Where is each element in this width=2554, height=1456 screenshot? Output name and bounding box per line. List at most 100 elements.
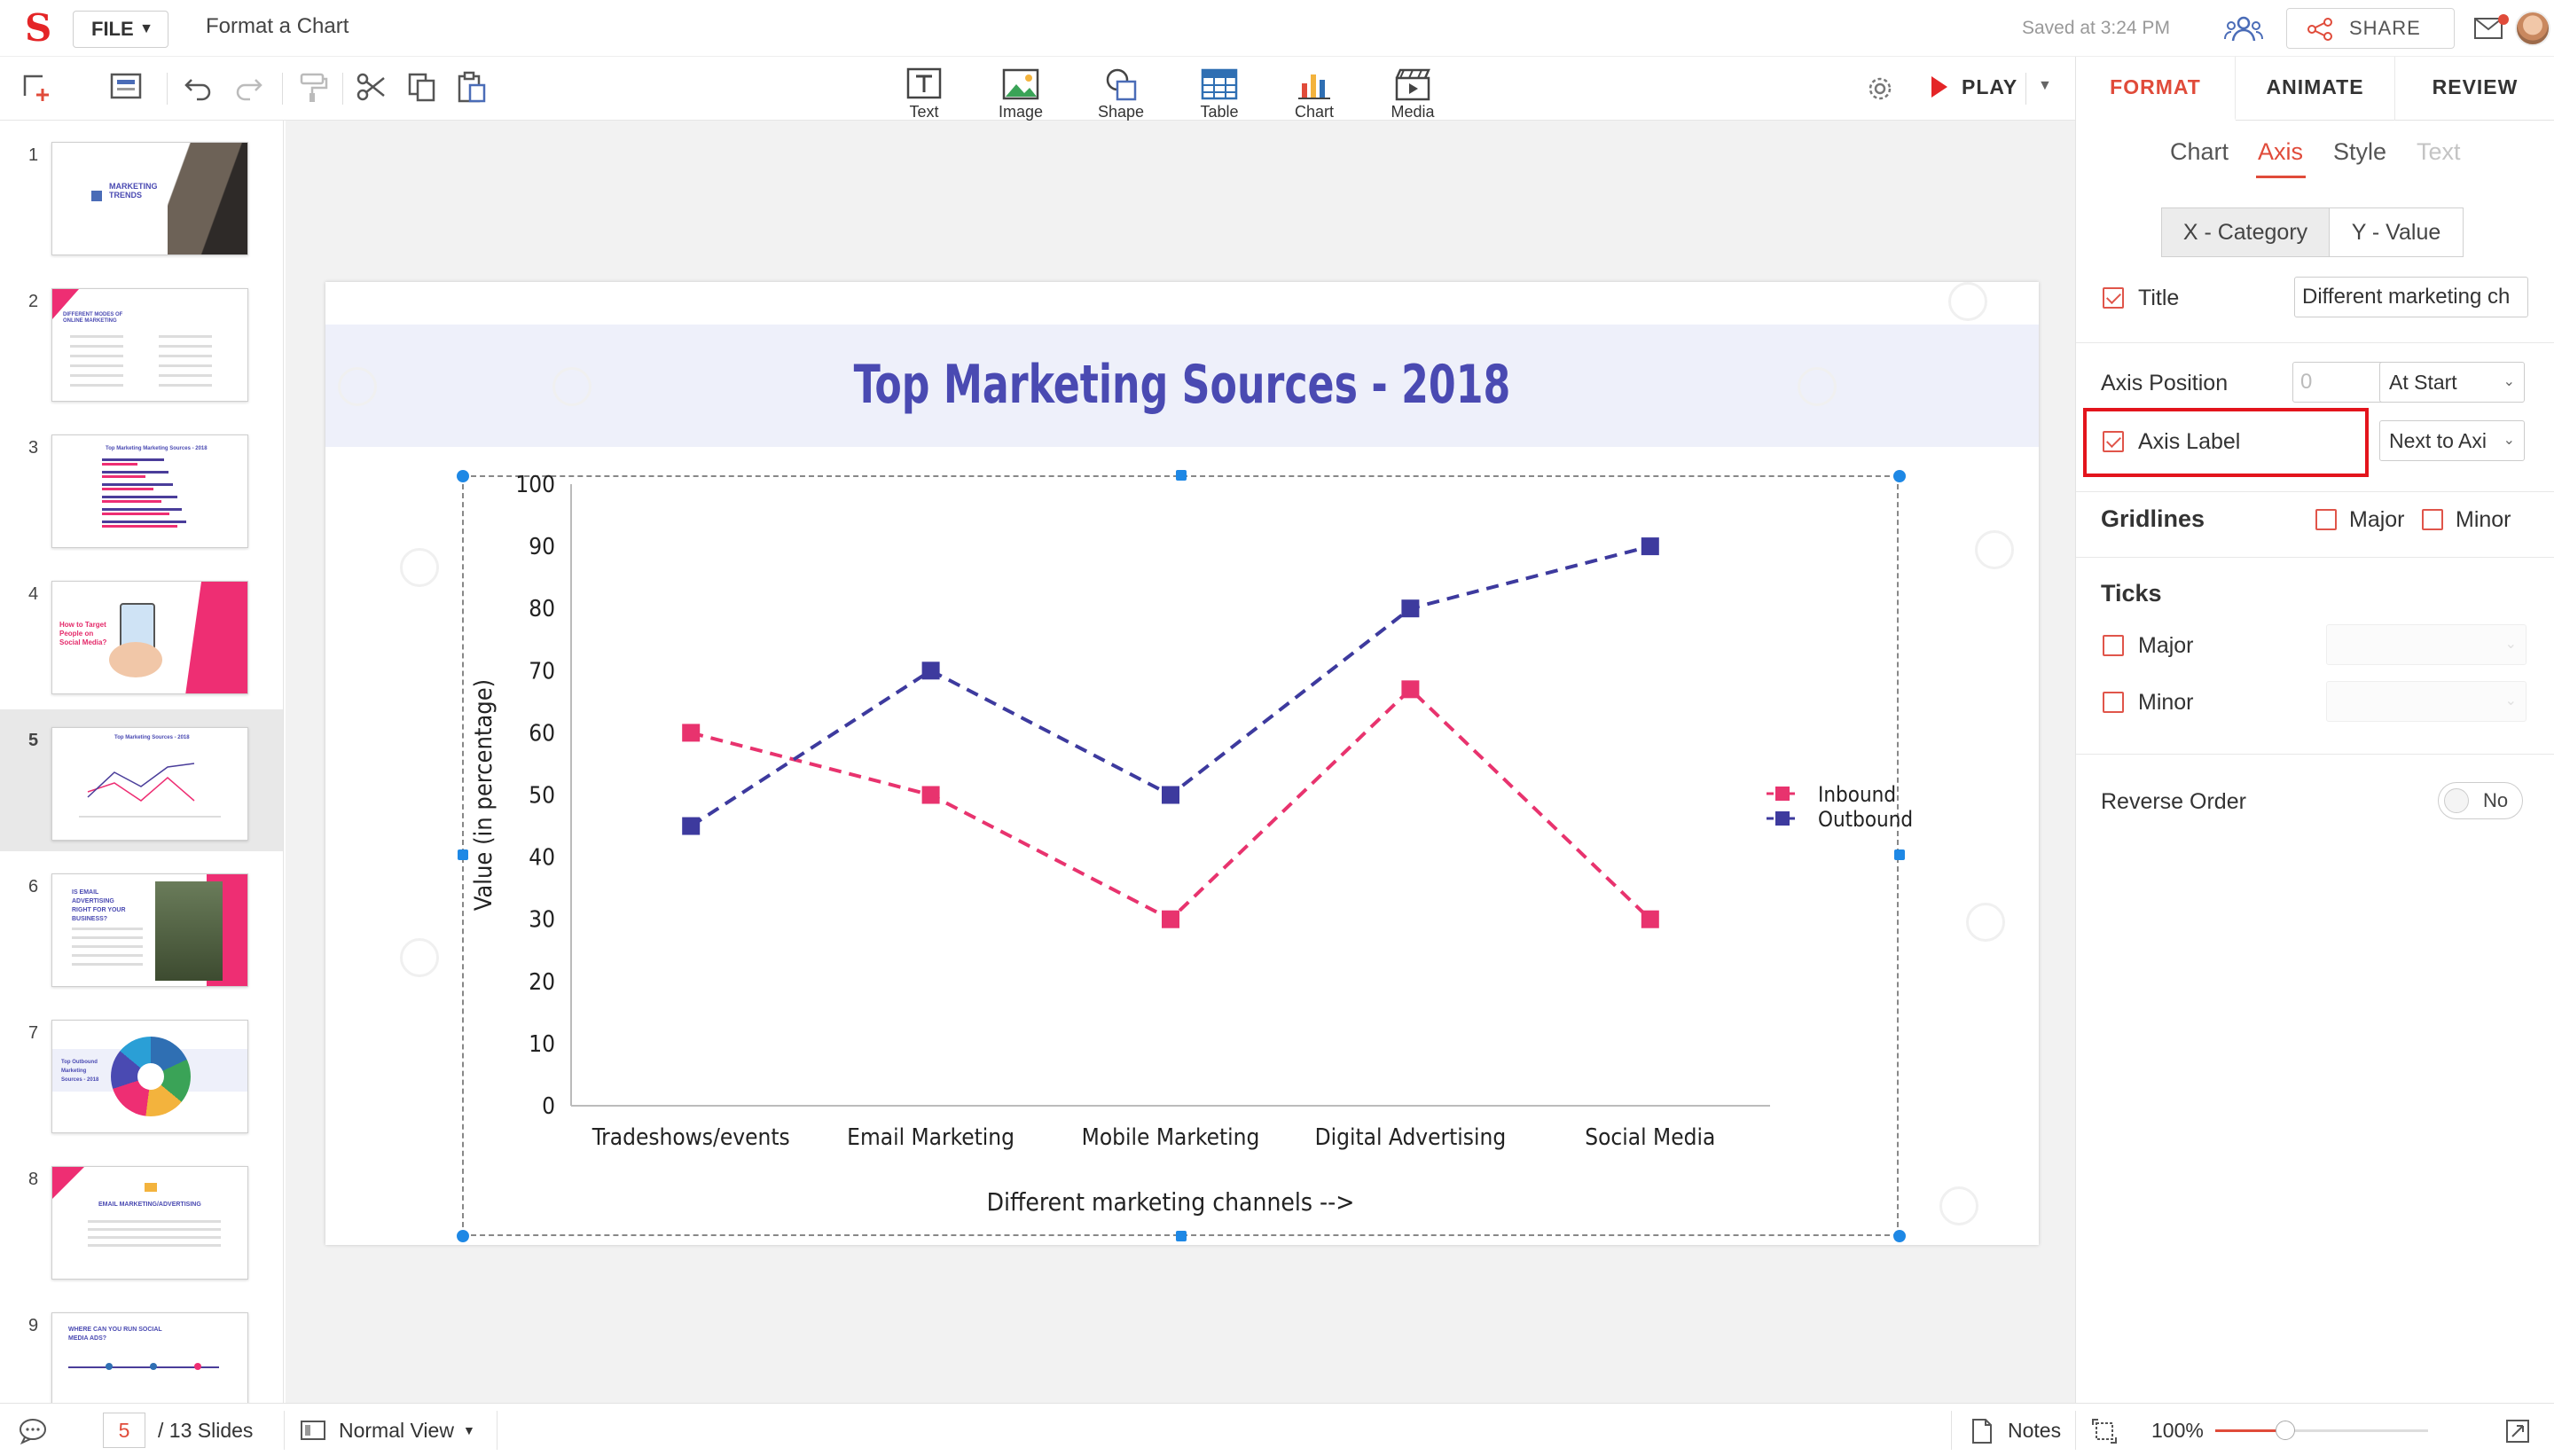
undo-icon[interactable] <box>181 69 216 105</box>
slide-thumbnail-9[interactable]: 9 WHERE CAN YOU RUN SOCIAL MEDIA ADS? <box>0 1295 283 1403</box>
fullscreen-icon[interactable] <box>2504 1418 2531 1444</box>
slide-thumbnail-5[interactable]: 5 Top Marketing Sources - 2018 <box>0 709 283 851</box>
notes-button[interactable]: Notes <box>2008 1419 2062 1442</box>
slide-thumbnail-1[interactable]: 1 MARKETING TRENDS <box>0 124 283 266</box>
collaborators-icon[interactable] <box>2224 14 2263 43</box>
axis-label-position-select[interactable]: Next to Axi ⌄ <box>2379 420 2525 461</box>
x-tick-label: Digital Advertising <box>1315 1124 1507 1151</box>
current-page-input[interactable]: 5 <box>103 1413 145 1448</box>
axis-position-select[interactable]: At Start ⌄ <box>2379 362 2525 403</box>
avatar[interactable] <box>2515 11 2550 46</box>
gridlines-minor-checkbox[interactable] <box>2422 509 2443 530</box>
total-slides-text: / 13 Slides <box>158 1419 254 1442</box>
resize-handle[interactable] <box>1893 470 1906 482</box>
toolbar-separator <box>2025 73 2026 105</box>
tab-animate[interactable]: ANIMATE <box>2236 57 2395 121</box>
slide-preview[interactable]: How to Target People on Social Media? <box>51 581 248 694</box>
app-logo-icon[interactable]: S <box>25 6 52 50</box>
insert-media-button[interactable]: Media <box>1377 62 1448 121</box>
subtab-style[interactable]: Style <box>2333 138 2387 165</box>
slide-preview[interactable]: WHERE CAN YOU RUN SOCIAL MEDIA ADS? <box>51 1312 248 1403</box>
text-box-icon <box>906 67 942 99</box>
cut-icon[interactable] <box>353 69 388 105</box>
resize-handle[interactable] <box>1893 1230 1906 1242</box>
chevron-down-icon[interactable]: ▼ <box>463 1423 475 1437</box>
slide-preview[interactable]: IS EMAIL ADVERTISING RIGHT FOR YOUR BUSI… <box>51 873 248 987</box>
data-point-inbound <box>1641 910 1659 928</box>
insert-text-button[interactable]: Text <box>889 62 960 121</box>
subtab-chart[interactable]: Chart <box>2170 138 2229 165</box>
reverse-order-toggle[interactable]: No <box>2438 782 2523 819</box>
play-options-chevron-icon[interactable]: ▼ <box>2038 78 2052 93</box>
slide-preview-title: Top Marketing Marketing Sources - 2018 <box>106 446 208 451</box>
fit-to-screen-icon[interactable] <box>2091 1418 2118 1444</box>
resize-handle[interactable] <box>1176 470 1187 481</box>
slide-thumbnail-panel[interactable]: 1 MARKETING TRENDS 2 DIFFERENT MODES OF ONL… <box>0 121 284 1403</box>
resize-handle[interactable] <box>1176 1231 1187 1241</box>
insert-shape-button[interactable]: Shape <box>1085 62 1156 121</box>
slide-thumbnail-6[interactable]: 6 IS EMAIL ADVERTISING RIGHT FOR YOUR BUS… <box>0 856 283 998</box>
insert-chart-button[interactable]: Chart <box>1279 62 1350 121</box>
slide-thumbnail-7[interactable]: 7 Top Outbound Marketing Sources - 2018 <box>0 1002 283 1144</box>
chevron-down-icon: ⌄ <box>2504 693 2517 708</box>
slide-thumbnail-4[interactable]: 4 How to Target People on Social Media? <box>0 563 283 705</box>
paste-icon[interactable] <box>454 69 490 105</box>
title-checkbox[interactable] <box>2103 287 2124 309</box>
slide-thumbnail-2[interactable]: 2 DIFFERENT MODES OF ONLINE MARKETING <box>0 270 283 412</box>
insert-chart-label: Chart <box>1294 103 1334 121</box>
new-slide-icon[interactable] <box>20 69 55 105</box>
settings-gear-icon[interactable] <box>1862 71 1898 106</box>
chevron-down-icon: ▼ <box>139 21 153 36</box>
x-category-segment[interactable]: X - Category <box>2161 207 2330 257</box>
comments-icon[interactable] <box>18 1418 48 1444</box>
insert-table-button[interactable]: Table <box>1184 62 1255 121</box>
ticks-minor-checkbox[interactable] <box>2103 692 2124 713</box>
ticks-major-checkbox[interactable] <box>2103 635 2124 656</box>
y-value-segment[interactable]: Y - Value <box>2329 207 2464 257</box>
tab-review[interactable]: REVIEW <box>2432 75 2519 98</box>
subtab-axis[interactable]: Axis <box>2258 138 2304 165</box>
subtab-text: Text <box>2417 138 2461 165</box>
slide-preview[interactable]: MARKETING TRENDS <box>51 142 248 255</box>
tab-format[interactable]: FORMAT <box>2076 57 2236 121</box>
file-menu-button[interactable]: FILE ▼ <box>73 11 168 48</box>
axis-label-checkbox[interactable] <box>2103 431 2124 452</box>
axis-title-input[interactable]: Different marketing ch <box>2294 277 2528 317</box>
panel-tabs: FORMAT ANIMATE REVIEW <box>2076 57 2554 121</box>
redo-icon[interactable] <box>231 69 266 105</box>
slide-thumbnail-3[interactable]: 3 Top Marketing Marketing Sources - 2018 <box>0 417 283 559</box>
slide-preview[interactable]: Top Marketing Sources - 2018 <box>51 727 248 841</box>
resize-handle[interactable] <box>457 1230 469 1242</box>
zoom-slider-knob[interactable] <box>2276 1421 2296 1440</box>
copy-icon[interactable] <box>404 69 440 105</box>
document-title[interactable]: Format a Chart <box>206 14 349 38</box>
slide-preview[interactable]: Top Marketing Marketing Sources - 2018 <box>51 434 248 548</box>
chevron-down-icon: ⌄ <box>2503 374 2515 389</box>
layout-icon[interactable] <box>108 69 144 105</box>
gridlines-major-checkbox[interactable] <box>2315 509 2337 530</box>
resize-handle[interactable] <box>1894 849 1905 860</box>
axis-label-select-value: Next to Axi <box>2389 429 2487 452</box>
resize-handle[interactable] <box>457 470 469 482</box>
insert-image-button[interactable]: Image <box>985 62 1056 121</box>
toolbar: Text Image Shape Table Chart Media PLAY … <box>0 57 2075 121</box>
format-painter-icon[interactable] <box>294 69 330 105</box>
series-line-inbound <box>690 686 1652 922</box>
slide-preview[interactable]: Top Outbound Marketing Sources - 2018 <box>51 1020 248 1133</box>
slide-canvas[interactable]: Top Marketing Sources - 2018 <box>286 121 2075 1403</box>
share-button[interactable]: SHARE <box>2286 8 2455 49</box>
slide-thumbnail-8[interactable]: 8 EMAIL MARKETING/ADVERTISING <box>0 1148 283 1290</box>
play-button[interactable]: PLAY <box>1931 69 2017 105</box>
slide[interactable]: Top Marketing Sources - 2018 <box>325 282 2039 1245</box>
mail-icon[interactable] <box>2472 12 2510 43</box>
status-separator <box>2075 1411 2076 1450</box>
slide-title[interactable]: Top Marketing Sources - 2018 <box>853 354 1511 416</box>
toolbar-separator <box>342 73 343 105</box>
slide-preview[interactable]: EMAIL MARKETING/ADVERTISING <box>51 1166 248 1280</box>
slide-preview[interactable]: DIFFERENT MODES OF ONLINE MARKETING <box>51 288 248 402</box>
zoom-slider[interactable] <box>2215 1421 2428 1440</box>
resize-handle[interactable] <box>458 849 468 860</box>
legend-marker-inbound <box>1775 787 1790 801</box>
view-mode-select[interactable]: Normal View <box>339 1419 454 1442</box>
